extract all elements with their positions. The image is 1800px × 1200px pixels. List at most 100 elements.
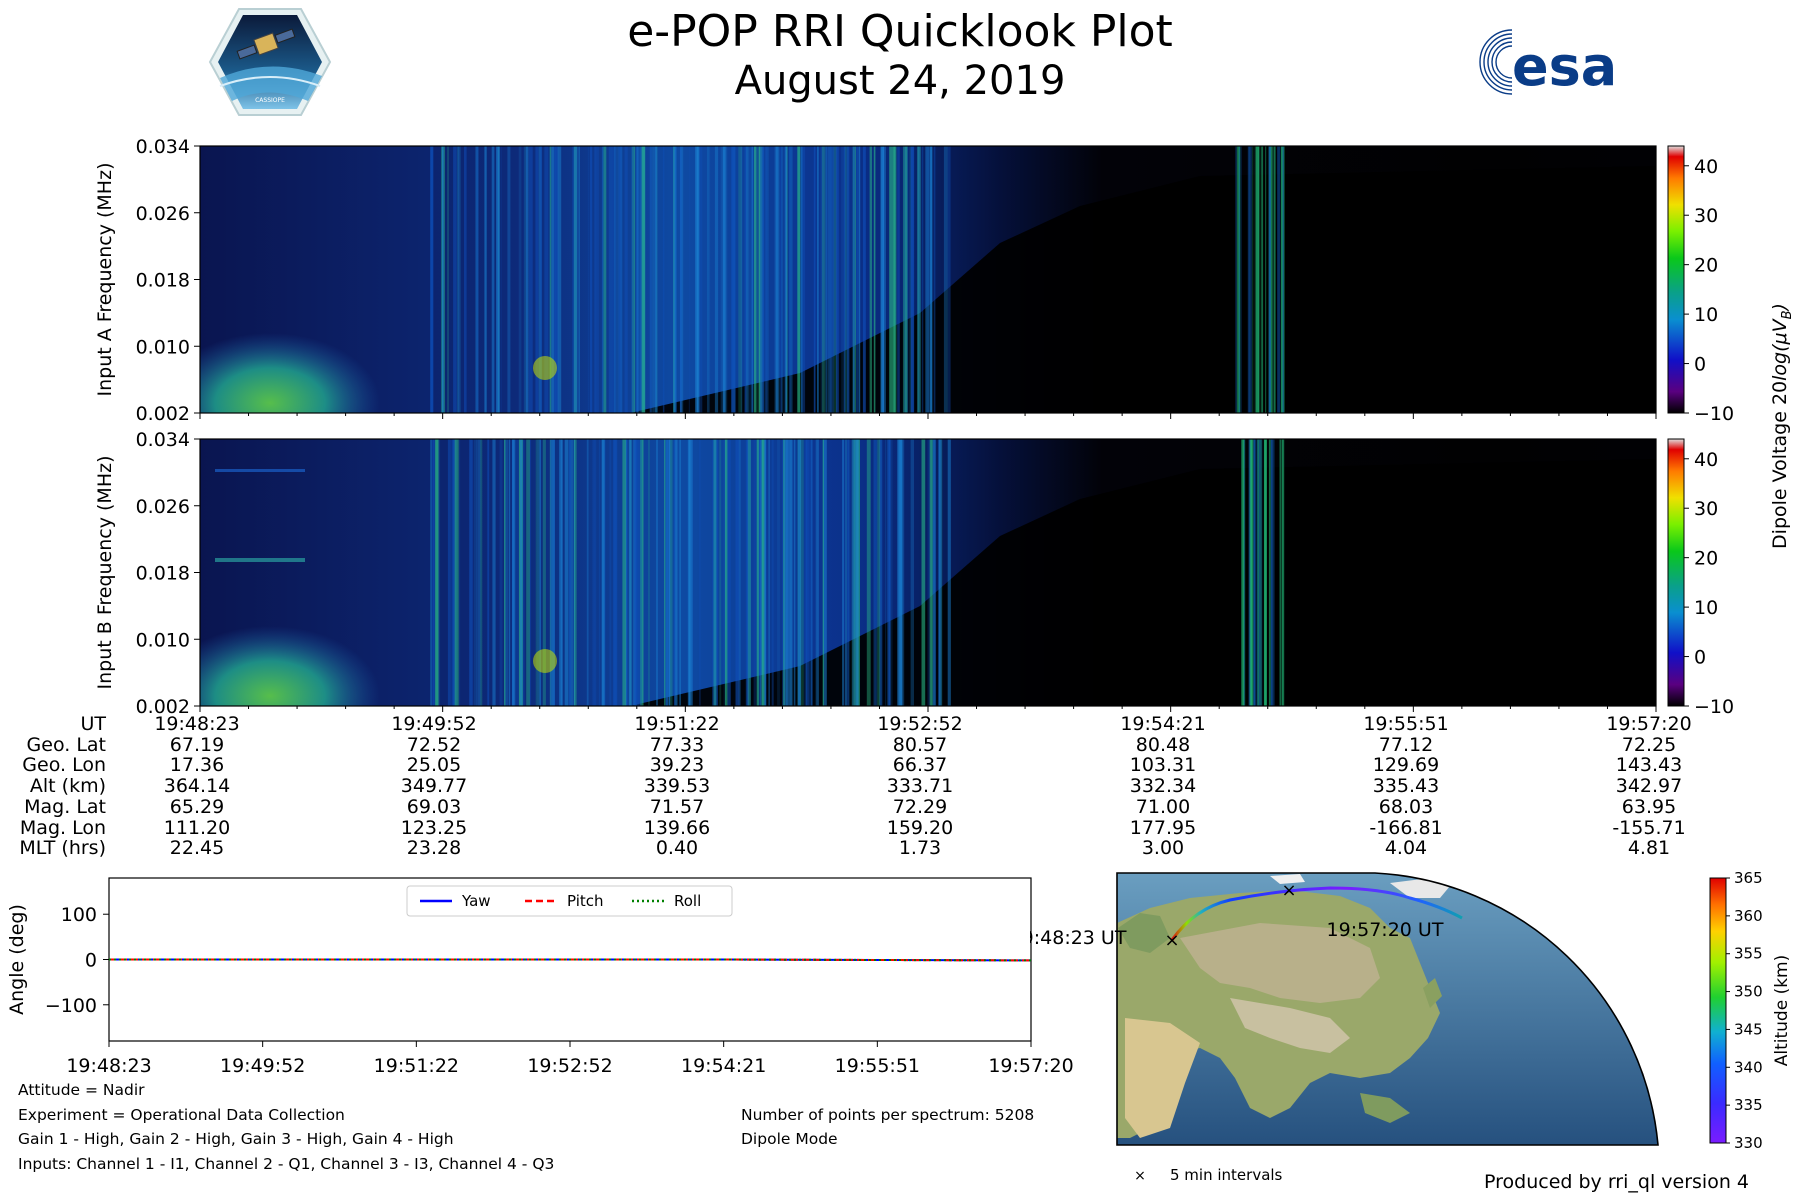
ephemeris-cell: 1.73 bbox=[898, 837, 942, 860]
ephemeris-cell: 22.45 bbox=[169, 837, 225, 860]
ephemeris-cell: 19:49:52 bbox=[391, 713, 477, 735]
altitude-colorbar: 365 360 355 350 345 340 335 330 Altitude (km) bbox=[1709, 869, 1792, 1152]
orbit-end-label: 19:57:20 UT bbox=[1327, 919, 1444, 941]
altitude-colorbar-label: Altitude (km) bbox=[1772, 955, 1792, 1067]
altitude-tick-label: 340 bbox=[1734, 1058, 1763, 1076]
y-tick-label: 0.034 bbox=[136, 136, 190, 158]
marker-legend-label: 5 min intervals bbox=[1170, 1166, 1283, 1184]
marker-legend-symbol: × bbox=[1134, 1168, 1146, 1184]
attitude-x-tick: 19:54:21 bbox=[681, 1055, 766, 1077]
orbit-marker-start: × bbox=[1164, 930, 1179, 951]
low-freq-emission bbox=[200, 626, 380, 706]
colorbar-tick-label: 0 bbox=[1694, 354, 1706, 376]
ephemeris-cell: 339.53 bbox=[643, 775, 711, 798]
orbit-track bbox=[1170, 886, 1463, 941]
y-tick-label: 0.018 bbox=[136, 563, 190, 585]
ephemeris-cell: 159.20 bbox=[886, 816, 954, 839]
altitude-tick-label: 345 bbox=[1734, 1020, 1763, 1038]
attitude-x-tick: 19:57:20 bbox=[988, 1055, 1073, 1077]
attitude-y-tick: 0 bbox=[85, 950, 97, 972]
spectrogram-a-panel: 0.034 0.026 0.018 0.010 0.002 Input A Frequen… bbox=[94, 136, 1734, 425]
ephemeris-cell: 4.81 bbox=[1627, 837, 1671, 860]
ephemeris-cell: 80.48 bbox=[1135, 733, 1191, 756]
attitude-mode-text: Attitude = Nadir bbox=[18, 1081, 145, 1099]
ephemeris-cell: 23.28 bbox=[406, 837, 462, 860]
colorbar-tick-label: 0 bbox=[1694, 647, 1706, 669]
colorbar-tick-label: 30 bbox=[1694, 205, 1718, 227]
y-tick-label: 0.002 bbox=[136, 403, 190, 425]
ephemeris-cell: 72.29 bbox=[892, 795, 948, 818]
attitude-legend: Yaw Pitch Roll bbox=[406, 885, 733, 917]
orbit-markers: × × bbox=[1164, 880, 1296, 951]
legend-label: Yaw bbox=[461, 892, 491, 910]
ephemeris-cell: 143.43 bbox=[1615, 754, 1683, 777]
ephemeris-cell: 71.00 bbox=[1135, 795, 1191, 818]
esa-logo-text: esa bbox=[1512, 35, 1617, 98]
ephemeris-cell: 25.05 bbox=[406, 754, 462, 777]
ephemeris-cell: 103.31 bbox=[1129, 754, 1197, 777]
y-tick-label: 0.010 bbox=[136, 629, 190, 651]
ephemeris-cell: 65.29 bbox=[169, 795, 225, 818]
ephemeris-cell: 71.57 bbox=[649, 795, 705, 818]
gains-text: Gain 1 - High, Gain 2 - High, Gain 3 - H… bbox=[18, 1130, 454, 1148]
ephemeris-row-label: Geo. Lat bbox=[26, 733, 106, 756]
ephemeris-row-label: UT bbox=[80, 713, 106, 735]
ephemeris-cell: 19:54:21 bbox=[1120, 713, 1206, 735]
ephemeris-cell: 19:52:52 bbox=[877, 713, 963, 735]
esa-logo: esa bbox=[1479, 29, 1617, 98]
ephemeris-row-label: Alt (km) bbox=[29, 775, 106, 798]
produced-by-text: Produced by rri_ql version 4 bbox=[1484, 1171, 1749, 1193]
ephemeris-cell: -155.71 bbox=[1612, 816, 1686, 839]
page-date: August 24, 2019 bbox=[734, 58, 1066, 104]
legend-label: Pitch bbox=[567, 892, 604, 910]
colorbar-tick-label: 10 bbox=[1694, 304, 1718, 326]
ephemeris-row-label: Geo. Lon bbox=[22, 754, 106, 777]
y-axis-label: Input B Frequency (MHz) bbox=[94, 456, 116, 690]
colorbar-tick-label: −10 bbox=[1694, 696, 1734, 718]
ephemeris-row-label: Mag. Lat bbox=[24, 795, 106, 818]
legend-label: Roll bbox=[674, 892, 701, 910]
attitude-y-label: Angle (deg) bbox=[6, 904, 28, 1015]
colorbar-tick-label: 40 bbox=[1694, 449, 1718, 471]
attitude-y-tick: 100 bbox=[61, 904, 97, 926]
attitude-plot: 100 0 −100 19:48:23 19:49:52 19:51:22 19:52:52… bbox=[6, 877, 1074, 1077]
altitude-tick-label: 360 bbox=[1734, 907, 1763, 925]
y-tick-label: 0.010 bbox=[136, 336, 190, 358]
ephemeris-cell: 68.03 bbox=[1378, 795, 1434, 818]
low-freq-emission bbox=[200, 333, 380, 413]
ephemeris-cell: 349.77 bbox=[400, 775, 468, 798]
y-tick-label: 0.026 bbox=[136, 203, 190, 225]
ephemeris-cell: 66.37 bbox=[892, 754, 948, 777]
ephemeris-cell: 80.57 bbox=[892, 733, 948, 756]
y-tick-label: 0.018 bbox=[136, 270, 190, 292]
colorbar-gradient bbox=[1667, 438, 1685, 707]
altitude-tick-label: 330 bbox=[1734, 1134, 1763, 1152]
ephemeris-table: UT Geo. Lat Geo. Lon Alt (km) Mag. Lat Mag. L… bbox=[0, 714, 1800, 864]
spectrogram-b-panel: 0.034 0.026 0.018 0.010 0.002 Input B Frequen… bbox=[94, 429, 1734, 718]
altitude-tick-label: 335 bbox=[1734, 1096, 1763, 1114]
ephemeris-cell: 72.52 bbox=[406, 733, 462, 756]
ephemeris-cell: 69.03 bbox=[406, 795, 462, 818]
experiment-text: Experiment = Operational Data Collection bbox=[18, 1106, 345, 1124]
altitude-colorbar-gradient bbox=[1709, 877, 1727, 1144]
y-tick-label: 0.026 bbox=[136, 496, 190, 518]
ephemeris-cell: 19:57:20 bbox=[1606, 713, 1692, 735]
ephemeris-cell: 139.66 bbox=[643, 816, 711, 839]
page-title: e-POP RRI Quicklook Plot bbox=[627, 6, 1173, 57]
ephemeris-cell: 63.95 bbox=[1621, 795, 1677, 818]
colorbar-tick-label: 20 bbox=[1694, 255, 1718, 277]
ephemeris-cell: -166.81 bbox=[1369, 816, 1443, 839]
colorbar-tick-label: 30 bbox=[1694, 498, 1718, 520]
series-line-roll bbox=[109, 958, 1032, 962]
colorbar-tick-label: 40 bbox=[1694, 156, 1718, 178]
y-tick-label: 0.034 bbox=[136, 429, 190, 451]
dipole-mode-text: Dipole Mode bbox=[741, 1130, 838, 1148]
plasma-cutoff-region bbox=[630, 459, 1656, 706]
ephemeris-cell: 333.71 bbox=[886, 775, 954, 798]
colorbar-label: Dipole Voltage 20log(μVB) bbox=[1769, 303, 1795, 549]
orbit-start-label: 19:48:23 UT bbox=[1030, 927, 1127, 949]
colorbar-tick-label: −10 bbox=[1694, 403, 1734, 425]
colorbar-tick-label: 10 bbox=[1694, 597, 1718, 619]
attitude-x-tick: 19:51:22 bbox=[374, 1055, 459, 1077]
inputs-text: Inputs: Channel 1 - I1, Channel 2 - Q1, … bbox=[18, 1155, 555, 1173]
